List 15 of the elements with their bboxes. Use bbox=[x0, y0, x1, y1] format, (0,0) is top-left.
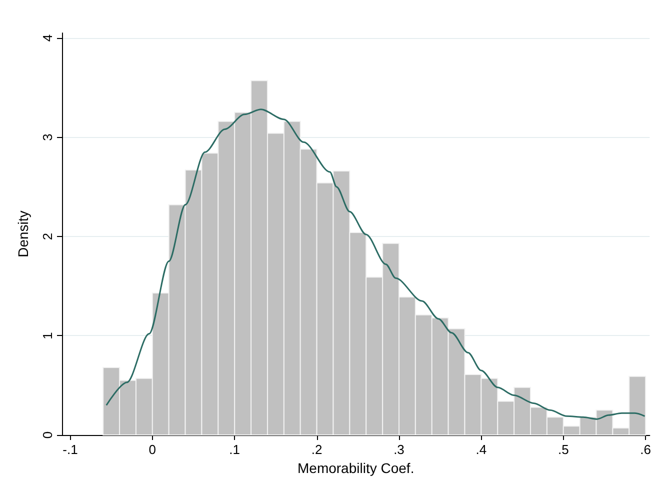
x-axis-title: Memorability Coef. bbox=[297, 460, 414, 476]
x-tick-label: .1 bbox=[229, 442, 240, 457]
x-tick-label: .2 bbox=[311, 442, 322, 457]
x-tick-label: .3 bbox=[394, 442, 404, 457]
x-tick-label: .5 bbox=[558, 442, 569, 457]
x-tick-label: 0 bbox=[148, 442, 156, 457]
y-tick-label: 4 bbox=[40, 34, 55, 42]
y-tick-label: 1 bbox=[40, 332, 55, 340]
y-tick-label: 0 bbox=[40, 431, 55, 439]
x-tick-label: .4 bbox=[476, 442, 487, 457]
x-tick-label: -.1 bbox=[62, 442, 78, 457]
y-tick-label: 2 bbox=[40, 232, 55, 240]
y-tick-label: 3 bbox=[40, 134, 55, 141]
x-tick-label: .6 bbox=[640, 442, 651, 457]
y-axis-title: Density bbox=[15, 210, 31, 258]
